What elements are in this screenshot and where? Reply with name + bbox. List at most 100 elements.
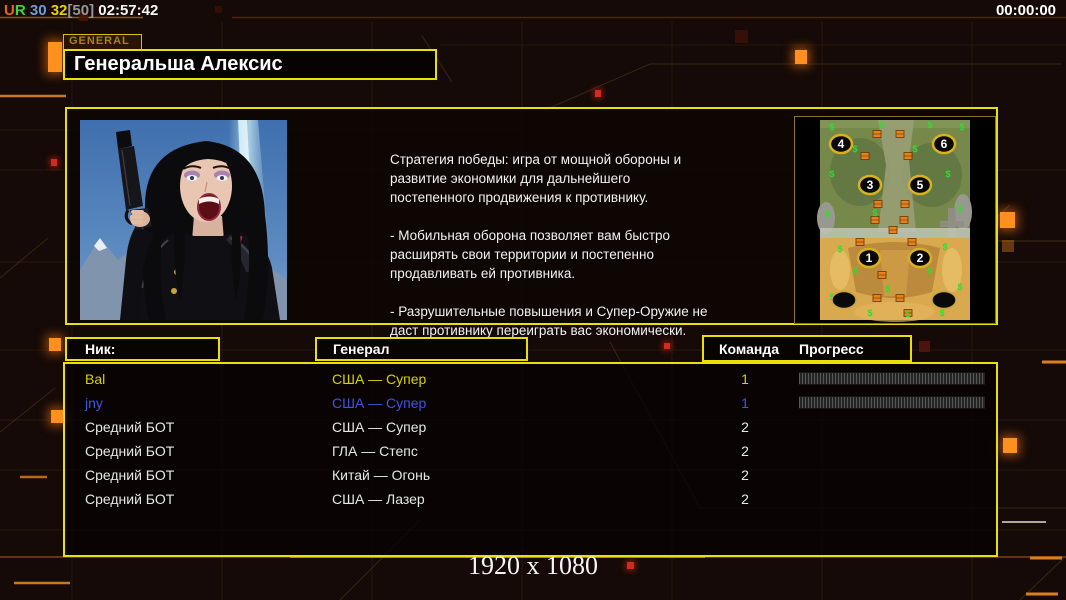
deco-red-square: [215, 6, 222, 13]
loading-progress-bar: [799, 396, 985, 409]
general-tab-label: GENERAL: [63, 34, 142, 50]
column-header-general: Генерал: [315, 337, 528, 361]
deco-glow-square: [795, 50, 807, 64]
start-position-number: 4: [838, 137, 845, 151]
roster-row: jny США — Супер 1: [65, 391, 996, 415]
status-segment: 32: [46, 2, 68, 19]
status-segment: R: [14, 2, 26, 19]
money-marker: $: [867, 308, 872, 318]
oil-well-marker: [831, 290, 857, 310]
money-marker: $: [945, 169, 950, 179]
oil-well-marker: [931, 290, 957, 310]
status-segment: U: [4, 2, 15, 19]
player-general: США — Лазер: [332, 491, 425, 507]
money-marker: $: [885, 284, 890, 294]
page-title: Генеральша Алексис: [63, 49, 437, 80]
money-marker: $: [825, 209, 830, 219]
money-marker: $: [852, 144, 857, 154]
player-roster-table: Bal США — Супер 1 jny США — Супер 1 Средний БО…: [63, 362, 998, 557]
player-team: 2: [741, 491, 749, 507]
deco-red-square: [735, 30, 748, 43]
ping-and-clock-readout: UR 30 32[50] 02:57:42: [4, 2, 158, 19]
player-team: 2: [741, 419, 749, 435]
deco-glow-square: [48, 42, 62, 72]
player-team: 1: [741, 371, 749, 387]
column-header-team: Команда: [719, 341, 779, 357]
deco-glow-square: [51, 410, 63, 423]
money-marker: $: [939, 308, 944, 318]
player-general: Китай — Огонь: [332, 467, 431, 483]
roster-row: Средний БОТ ГЛА — Степс 2: [65, 439, 996, 463]
start-position-number: 5: [917, 178, 924, 192]
deco-red-square: [664, 343, 670, 349]
deco-red-square: [51, 159, 57, 166]
player-general: ГЛА — Степс: [332, 443, 418, 459]
player-general: США — Супер: [332, 419, 427, 435]
player-nick: Средний БОТ: [85, 491, 175, 507]
start-position-number: 1: [866, 251, 873, 265]
deco-glow-square: [49, 338, 61, 351]
money-marker: $: [852, 266, 857, 276]
start-position-marker: [857, 174, 883, 196]
strategy-description: Стратегия победы: игра от мощной обороны…: [390, 150, 790, 359]
player-team: 1: [741, 395, 749, 411]
general-portrait: [80, 120, 287, 320]
start-position-number: 2: [917, 251, 924, 265]
status-bar: UR 30 32[50] 02:57:42 00:00:00: [0, 0, 1066, 22]
deco-glow-square: [1002, 240, 1014, 252]
strategy-paragraph: - Разрушительные повышения и Супер-Оружи…: [390, 304, 708, 338]
money-marker: $: [829, 122, 834, 132]
start-position-number: 3: [867, 178, 874, 192]
column-header-team-progress: Команда Прогресс: [702, 335, 912, 362]
money-marker: $: [959, 122, 964, 132]
deco-red-square: [919, 341, 930, 352]
column-header-nick: Ник:: [65, 337, 220, 361]
money-marker: $: [905, 309, 910, 319]
start-position-marker: [828, 133, 854, 155]
player-team: 2: [741, 443, 749, 459]
player-general: США — Супер: [332, 371, 427, 387]
player-nick: Средний БОТ: [85, 467, 175, 483]
money-marker: $: [957, 204, 962, 214]
deco-glow-square: [1000, 212, 1015, 228]
column-header-progress: Прогресс: [799, 341, 864, 357]
start-position-marker: [907, 247, 933, 269]
money-marker: $: [927, 120, 932, 130]
player-nick: Bal: [85, 371, 106, 387]
roster-row: Средний БОТ США — Лазер 2: [65, 487, 996, 511]
money-marker: $: [879, 120, 884, 130]
money-marker: $: [872, 208, 877, 218]
strategy-paragraph: - Мобильная оборона позволяет вам быстро…: [390, 228, 671, 281]
start-position-marker: [931, 133, 957, 155]
status-segment: 30: [25, 2, 47, 19]
status-segment: 02:57:42: [94, 2, 159, 19]
resolution-label: 1920 x 1080: [468, 551, 598, 580]
roster-row: Bal США — Супер 1: [65, 367, 996, 391]
game-timer: 00:00:00: [995, 2, 1056, 19]
roster-row: Средний БОТ США — Супер 2: [65, 415, 996, 439]
start-position-marker: [856, 247, 882, 269]
money-marker: $: [927, 266, 932, 276]
roster-row: Средний БОТ Китай — Огонь 2: [65, 463, 996, 487]
deco-red-square: [595, 90, 601, 97]
player-nick: Средний БОТ: [85, 443, 175, 459]
money-marker: $: [837, 244, 842, 254]
money-marker: $: [829, 169, 834, 179]
player-team: 2: [741, 467, 749, 483]
money-marker: $: [957, 282, 962, 292]
player-nick: Средний БОТ: [85, 419, 175, 435]
player-nick: jny: [85, 395, 103, 411]
money-marker: $: [912, 144, 917, 154]
strategy-paragraph: Стратегия победы: игра от мощной обороны…: [390, 152, 682, 205]
general-info-panel: Стратегия победы: игра от мощной обороны…: [65, 107, 998, 338]
start-position-marker: [907, 174, 933, 196]
player-general: США — Супер: [332, 395, 427, 411]
deco-red-square: [79, 12, 88, 21]
deco-glow-square: [1003, 438, 1017, 453]
money-marker: $: [942, 242, 947, 252]
deco-red-square: [627, 562, 634, 569]
status-segment: [50]: [67, 2, 95, 19]
start-position-number: 6: [941, 137, 948, 151]
loading-progress-bar: [799, 372, 985, 385]
